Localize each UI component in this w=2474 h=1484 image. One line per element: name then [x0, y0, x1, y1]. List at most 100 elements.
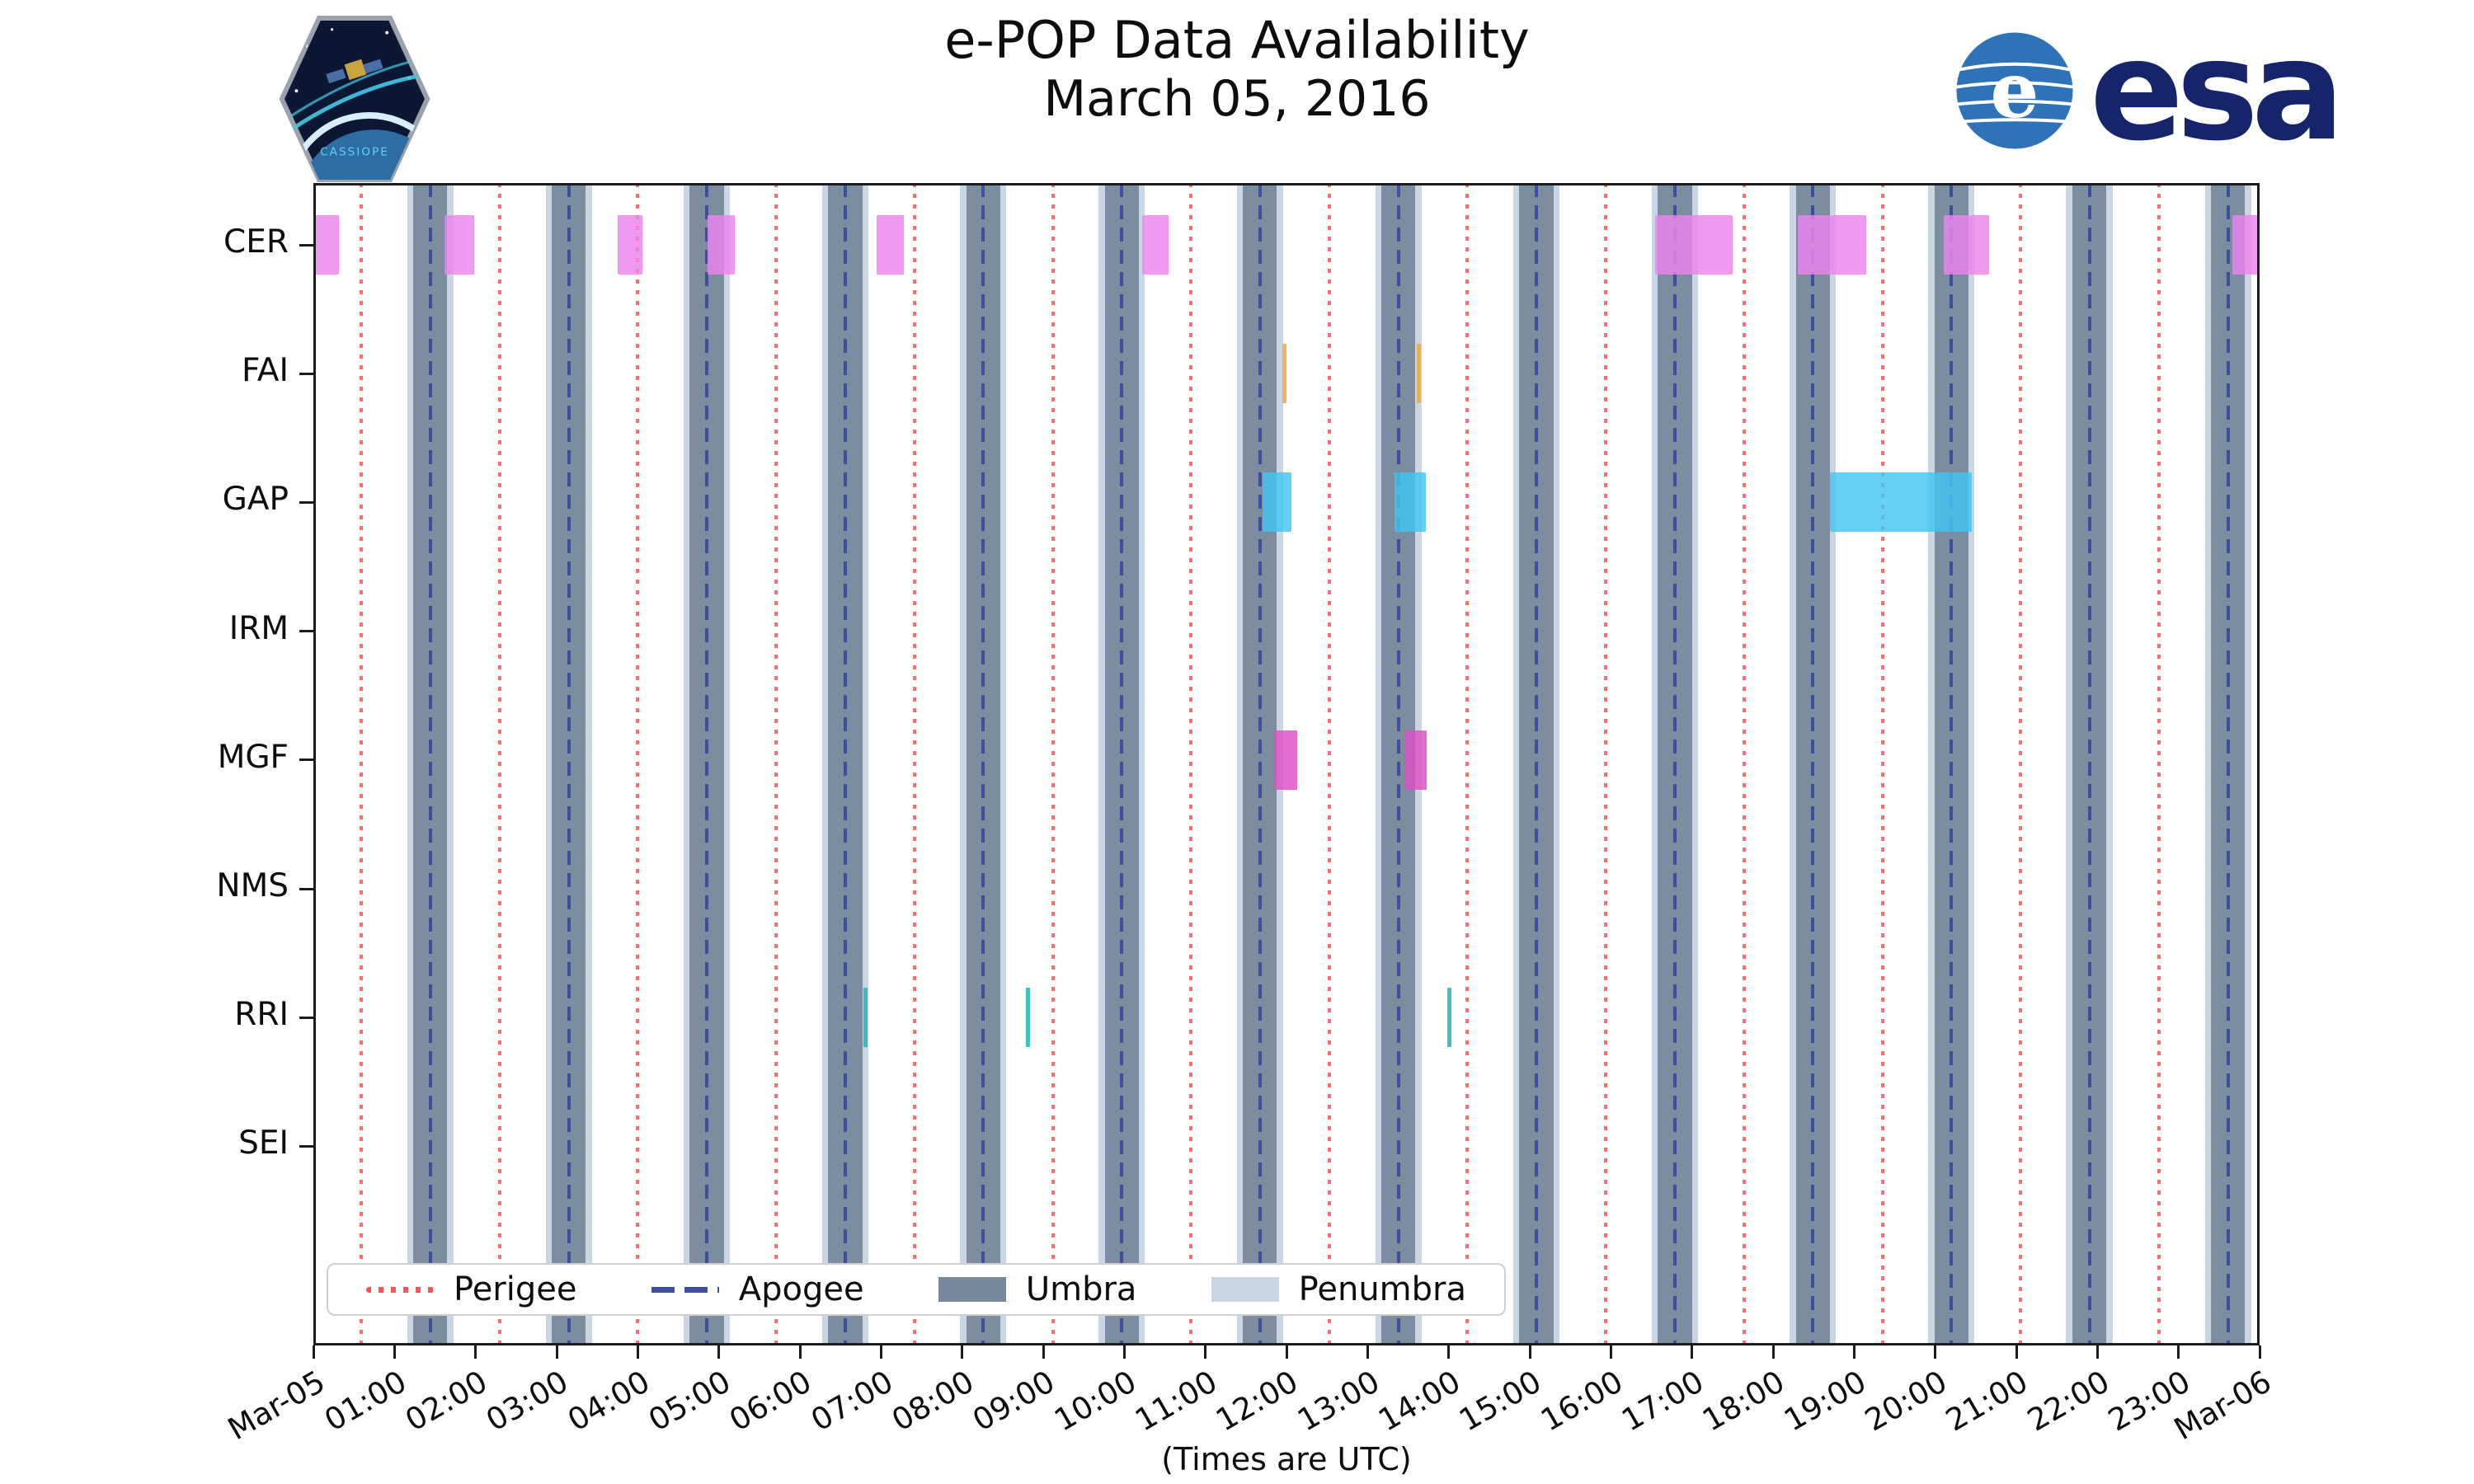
x-tick [2095, 1345, 2099, 1359]
y-tick-label-mgf: MGF [217, 738, 289, 776]
x-tick [1122, 1345, 1126, 1359]
perigee-line [1465, 183, 1470, 1345]
apogee-line [1534, 183, 1538, 1345]
esa-logo: e esa [1953, 21, 2345, 160]
x-tick [1204, 1345, 1207, 1359]
apogee-line [1950, 183, 1954, 1345]
apogee-line [981, 183, 985, 1345]
chart-title-block: e-POP Data Availability March 05, 2016 [0, 12, 2474, 128]
x-tick [1691, 1345, 1694, 1359]
x-tick [1771, 1345, 1775, 1359]
x-tick [1934, 1345, 1937, 1359]
y-tick-label-sei: SEI [238, 1125, 289, 1162]
y-tick-label-gap: GAP [222, 481, 289, 519]
apogee-line [2087, 183, 2091, 1345]
x-tick [1042, 1345, 1045, 1359]
perigee-line [1051, 183, 1055, 1345]
y-tick-label-rri: RRI [234, 996, 289, 1034]
x-tick-label: Mar-06 [2012, 1364, 2277, 1447]
x-axis-label: (Times are UTC) [1161, 1441, 1412, 1477]
data-bar-cer [314, 215, 340, 275]
perigee-line [1188, 183, 1192, 1345]
legend-item-penumbra: Penumbra [1211, 1270, 1466, 1308]
x-tick [555, 1345, 558, 1359]
perigee-line [1604, 183, 1608, 1345]
data-bar-rri [863, 988, 868, 1048]
y-tick [299, 1016, 313, 1019]
legend-item-perigee: Perigee [366, 1270, 576, 1308]
y-tick [299, 500, 313, 504]
x-tick [879, 1345, 882, 1359]
x-tick-label-text: Mar-06 [2168, 1364, 2278, 1448]
y-tick [299, 1144, 313, 1148]
x-tick [2015, 1345, 2018, 1359]
x-tick [1366, 1345, 1369, 1359]
x-tick [1285, 1345, 1288, 1359]
x-tick [798, 1345, 802, 1359]
perigee-line [1328, 183, 1332, 1345]
legend-swatch-dashed-line [651, 1286, 719, 1293]
perigee-line [2157, 183, 2161, 1345]
data-bar-fai [1417, 344, 1422, 404]
legend-label: Umbra [1025, 1270, 1137, 1308]
legend-label: Apogee [738, 1270, 864, 1308]
y-tick [299, 372, 313, 375]
apogee-line [1120, 183, 1124, 1345]
data-bar-cer [707, 215, 736, 275]
esa-logo-icon: e [1956, 32, 2073, 149]
legend-swatch-box [938, 1277, 1006, 1302]
x-tick [393, 1345, 396, 1359]
data-bar-cer [877, 215, 904, 275]
x-tick [2177, 1345, 2180, 1359]
cassiope-patch: CASSIOPE [274, 13, 435, 188]
y-tick [299, 630, 313, 633]
apogee-line [704, 183, 708, 1345]
data-bar-rri [1446, 988, 1451, 1048]
perigee-line [1880, 183, 1884, 1345]
x-tick [717, 1345, 721, 1359]
x-tick [1852, 1345, 1856, 1359]
legend-item-umbra: Umbra [938, 1270, 1137, 1308]
data-bar-cer [1797, 215, 1867, 275]
x-tick [1447, 1345, 1451, 1359]
data-bar-cer [1943, 215, 1989, 275]
data-bar-mgf [1404, 730, 1427, 790]
y-tick-label-irm: IRM [228, 609, 289, 647]
x-tick [961, 1345, 964, 1359]
apogee-line [1811, 183, 1815, 1345]
legend-item-apogee: Apogee [651, 1270, 864, 1308]
cassiope-patch-icon: CASSIOPE [279, 16, 430, 182]
data-bar-rri [1026, 988, 1031, 1048]
data-bar-gap [1262, 472, 1291, 533]
y-tick [299, 758, 313, 762]
legend-label: Perigee [454, 1270, 577, 1308]
perigee-line [774, 183, 778, 1345]
x-tick [312, 1345, 315, 1359]
y-tick [299, 243, 313, 247]
data-bar-gap [1394, 472, 1427, 533]
data-bar-fai [1282, 344, 1287, 404]
y-tick-label-cer: CER [223, 223, 289, 261]
data-bar-cer [617, 215, 643, 275]
x-tick [1528, 1345, 1531, 1359]
x-tick [636, 1345, 639, 1359]
data-bar-cer [1655, 215, 1733, 275]
data-bar-gap [1829, 472, 1972, 533]
x-tick [2258, 1345, 2261, 1359]
cassiope-patch-text: CASSIOPE [320, 146, 389, 159]
y-tick-label-fai: FAI [241, 352, 289, 390]
legend-swatch-dotted-line [366, 1286, 434, 1293]
apogee-line [844, 183, 848, 1345]
x-tick [1609, 1345, 1612, 1359]
legend-label: Penumbra [1298, 1270, 1466, 1308]
data-bar-mgf [1274, 730, 1297, 790]
apogee-line [567, 183, 571, 1345]
y-tick-label-nms: NMS [216, 867, 289, 904]
x-tick [474, 1345, 477, 1359]
perigee-line [912, 183, 916, 1345]
data-bar-cer [1141, 215, 1169, 275]
apogee-line [428, 183, 432, 1345]
page-subtitle: March 05, 2016 [1043, 70, 1431, 129]
data-bar-cer [2232, 215, 2260, 275]
perigee-line [636, 183, 640, 1345]
